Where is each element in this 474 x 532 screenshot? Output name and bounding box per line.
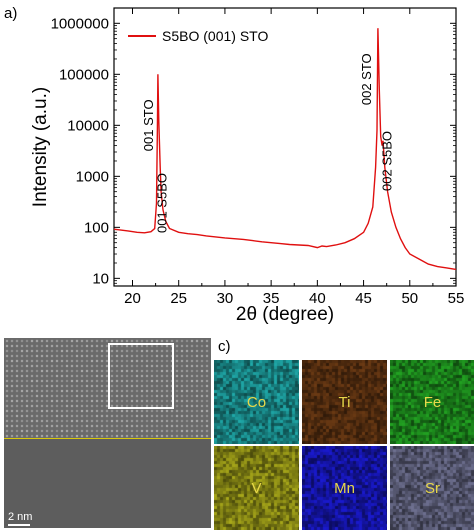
- eds-map-v: V: [214, 446, 299, 530]
- eds-map-noise: [214, 446, 299, 530]
- region-of-interest-box: [108, 343, 174, 409]
- eds-map-noise: [214, 360, 299, 444]
- x-tick-label: 30: [217, 290, 234, 307]
- peak-annotation: 001 S5BO: [155, 173, 170, 233]
- x-tick-label: 40: [309, 290, 326, 307]
- plot-frame: [113, 7, 457, 287]
- panel-label-a: a): [4, 5, 17, 22]
- eds-map-label: Ti: [338, 393, 351, 411]
- y-axis-label: Intensity (a.u.): [30, 87, 51, 207]
- scale-bar-label: 2 nm: [8, 511, 33, 523]
- x-tick-label: 45: [355, 290, 372, 307]
- x-tick-label: 55: [448, 290, 465, 307]
- x-axis-label: 2θ (degree): [236, 304, 334, 325]
- x-tick-label: 25: [170, 290, 187, 307]
- eds-map-fe: Fe: [390, 360, 474, 444]
- eds-map-sr: Sr: [390, 446, 474, 530]
- legend-label: S5BO (001) STO: [162, 28, 268, 44]
- eds-map-label: Co: [246, 393, 267, 411]
- eds-map-label: Sr: [425, 479, 440, 497]
- x-tick-label: 50: [401, 290, 418, 307]
- eds-map-noise: [390, 360, 474, 444]
- eds-map-label: V: [251, 479, 262, 497]
- eds-map-label: Fe: [423, 393, 442, 411]
- stem-image: 2 nm: [4, 338, 211, 528]
- xrd-chart: a) 20 25 30 35 40 45 50 55 10 100 1000 10000 100000 10…: [4, 5, 465, 325]
- peak-annotation: 001 STO: [141, 99, 156, 151]
- scale-bar: 2 nm: [8, 511, 32, 526]
- eds-map-ti: Ti: [302, 360, 387, 444]
- eds-map-co: Co: [214, 360, 299, 444]
- peak-annotation: 002 S5BO: [379, 131, 394, 191]
- panel-label-c: c): [218, 338, 231, 355]
- x-tick-label: 20: [124, 290, 141, 307]
- y-tick-label: 1000000: [51, 15, 109, 32]
- y-tick-label: 10: [92, 270, 109, 287]
- interface-line: [4, 438, 211, 439]
- y-tick-label: 10000: [67, 117, 109, 134]
- series-line: [113, 28, 457, 271]
- y-tick-label: 1000: [76, 168, 109, 185]
- eds-map-noise: [390, 446, 474, 530]
- stem-substrate-region: [4, 439, 211, 528]
- peak-annotation: 002 STO: [359, 53, 374, 105]
- y-tick-label: 100: [84, 219, 109, 236]
- eds-map-label: Mn: [334, 479, 355, 497]
- x-tick-label: 35: [263, 290, 280, 307]
- eds-map-noise: [302, 446, 387, 530]
- y-tick-label: 100000: [59, 66, 109, 83]
- eds-map-mn: Mn: [302, 446, 387, 530]
- eds-map-noise: [302, 360, 387, 444]
- scale-bar-line: [8, 524, 30, 526]
